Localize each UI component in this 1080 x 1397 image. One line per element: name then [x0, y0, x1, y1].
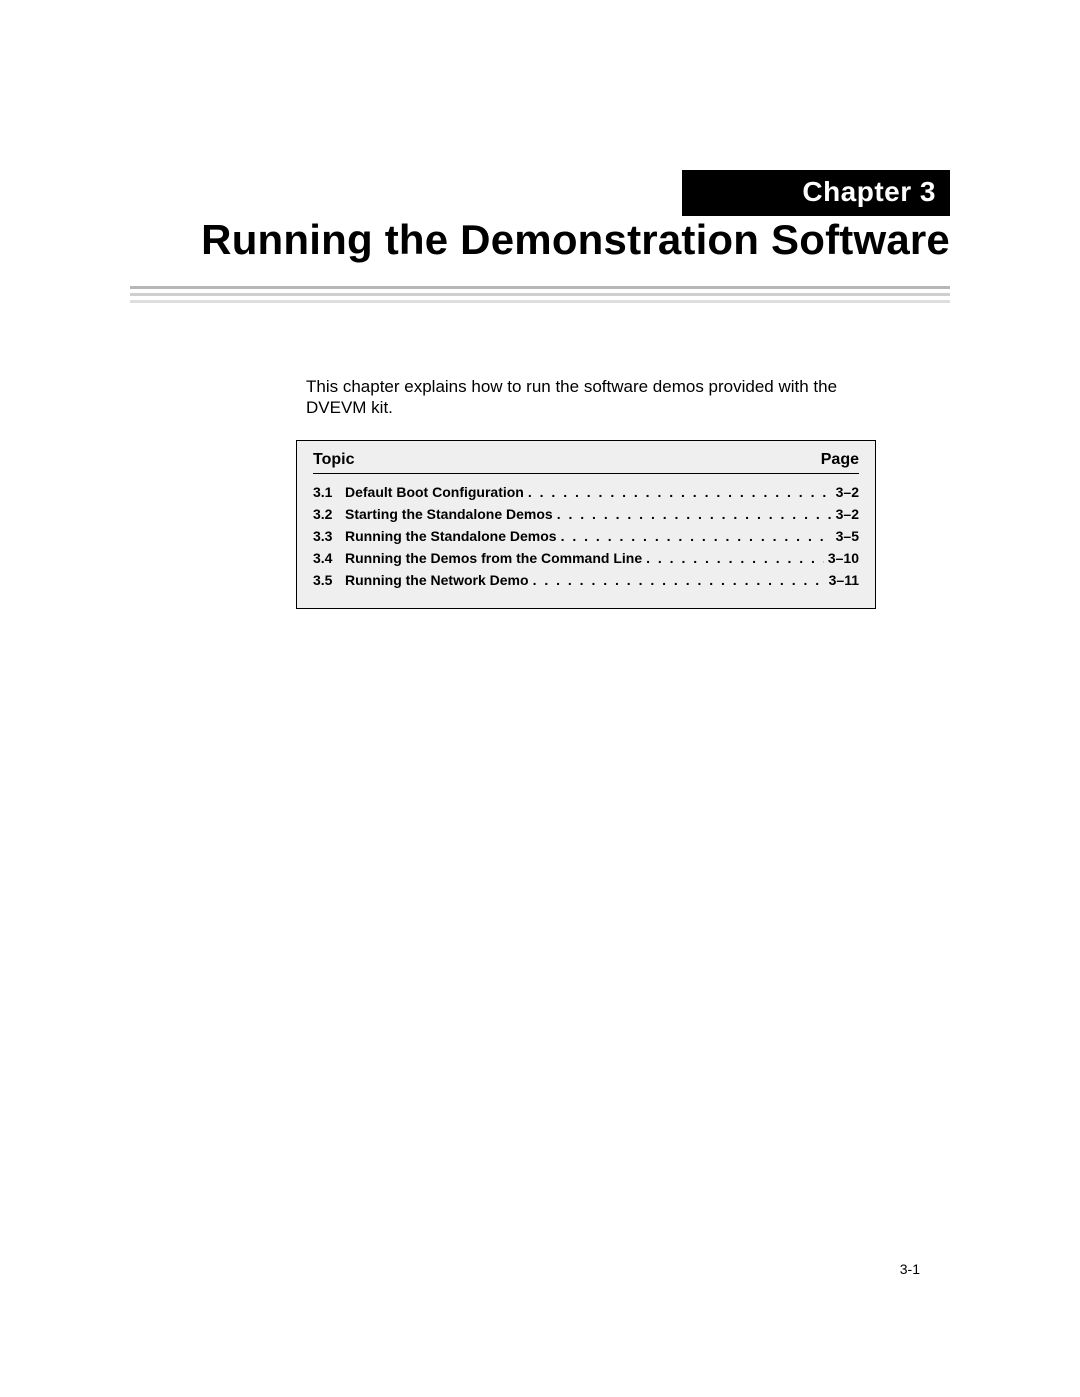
toc-number: 3.2: [313, 506, 345, 522]
toc-number: 3.1: [313, 484, 345, 500]
chapter-badge: Chapter 3: [682, 170, 950, 216]
toc-row: 3.4 Running the Demos from the Command L…: [313, 550, 859, 566]
toc-title: Starting the Standalone Demos: [345, 506, 553, 522]
chapter-title: Running the Demonstration Software: [130, 216, 950, 264]
toc-number: 3.4: [313, 550, 345, 566]
rule-3: [130, 300, 950, 303]
toc-title: Running the Network Demo: [345, 572, 529, 588]
intro-paragraph: This chapter explains how to run the sof…: [306, 376, 866, 419]
toc-leader-dots: [642, 550, 824, 566]
document-page: Chapter 3 Running the Demonstration Soft…: [0, 0, 1080, 1397]
toc-row: 3.2 Starting the Standalone Demos 3–2: [313, 506, 859, 522]
toc-page: 3–2: [832, 484, 859, 500]
toc-row: 3.3 Running the Standalone Demos 3–5: [313, 528, 859, 544]
toc-title: Default Boot Configuration: [345, 484, 524, 500]
toc-number: 3.5: [313, 572, 345, 588]
toc-leader-dots: [553, 506, 832, 522]
toc-leader-dots: [524, 484, 832, 500]
toc-title: Running the Standalone Demos: [345, 528, 557, 544]
toc-header-topic: Topic: [313, 451, 354, 469]
toc-header-page: Page: [821, 451, 859, 469]
toc-row: 3.5 Running the Network Demo 3–11: [313, 572, 859, 588]
toc-page: 3–11: [825, 572, 859, 588]
toc-title: Running the Demos from the Command Line: [345, 550, 642, 566]
toc-row: 3.1 Default Boot Configuration 3–2: [313, 484, 859, 500]
toc-number: 3.3: [313, 528, 345, 544]
toc-leader-dots: [529, 572, 825, 588]
toc-page: 3–2: [832, 506, 859, 522]
footer-page-number: 3-1: [900, 1261, 920, 1277]
toc-header: Topic Page: [313, 451, 859, 474]
toc-box: Topic Page 3.1 Default Boot Configuratio…: [296, 440, 876, 609]
toc-leader-dots: [557, 528, 832, 544]
toc-page: 3–5: [832, 528, 859, 544]
rule-2: [130, 293, 950, 296]
header-rules: [130, 286, 950, 307]
toc-page: 3–10: [824, 550, 859, 566]
rule-1: [130, 286, 950, 289]
